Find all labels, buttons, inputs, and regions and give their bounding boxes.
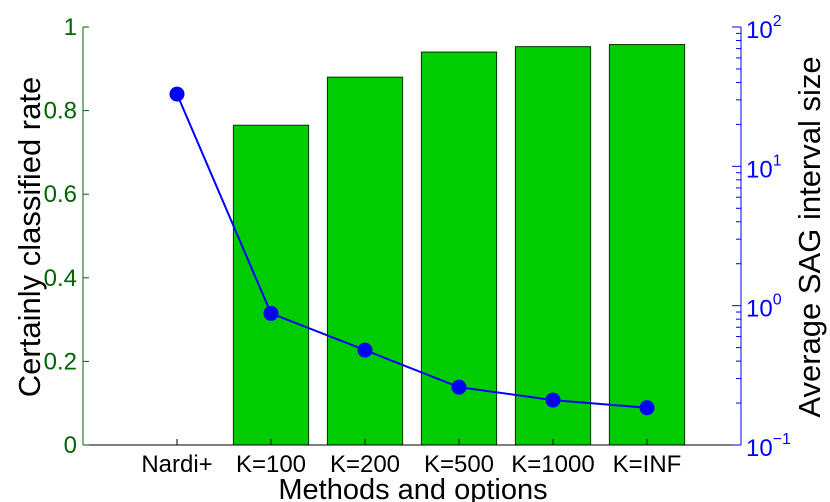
right-y-tick-label: 102 bbox=[746, 13, 782, 44]
right-y-tick-label: 100 bbox=[746, 292, 782, 323]
bar-K=200 bbox=[326, 76, 404, 446]
line-point-K=100 bbox=[263, 305, 279, 321]
series-line bbox=[176, 93, 648, 409]
x-tick-label: K=500 bbox=[424, 451, 494, 478]
right-y-tick-exponent: 1 bbox=[773, 152, 782, 169]
x-axis-label: Methods and options bbox=[278, 474, 547, 502]
bar-K=1000 bbox=[514, 46, 592, 446]
left-y-tick-label: 0.4 bbox=[44, 265, 77, 292]
bar-K=500 bbox=[420, 51, 498, 446]
right-y-tick-base: 10 bbox=[746, 435, 773, 462]
bars-layer bbox=[232, 44, 686, 446]
left-y-tick-label: 1 bbox=[64, 14, 77, 41]
x-tick-label: K=200 bbox=[330, 451, 400, 478]
line-layer bbox=[169, 86, 655, 416]
line-point-K=1000 bbox=[545, 392, 561, 408]
right-y-tick-base: 10 bbox=[746, 156, 773, 183]
left-y-tick-label: 0.2 bbox=[44, 348, 77, 375]
line-point-K=200 bbox=[357, 342, 373, 358]
left-y-tick-label: 0 bbox=[64, 432, 77, 459]
right-y-tick-exponent: 2 bbox=[773, 13, 782, 30]
line-point-Nardi+ bbox=[169, 86, 185, 102]
left-y-tick-label: 0.8 bbox=[44, 98, 77, 125]
x-tick-label: K=INF bbox=[613, 451, 682, 478]
x-tick-label: K=100 bbox=[236, 451, 306, 478]
x-tick-label: K=1000 bbox=[511, 451, 594, 478]
left-axis-label: Certainly classified rate bbox=[12, 77, 47, 397]
right-y-tick-label: 101 bbox=[746, 152, 782, 183]
right-axis-label: Average SAG interval size bbox=[792, 56, 827, 417]
right-y-tick-exponent: 0 bbox=[773, 292, 782, 309]
bar-K=INF bbox=[608, 44, 686, 446]
right-y-tick-exponent: −1 bbox=[773, 431, 791, 448]
bar-K=100 bbox=[232, 124, 310, 446]
line-point-K=INF bbox=[639, 400, 655, 416]
right-y-tick-base: 10 bbox=[746, 296, 773, 323]
right-y-tick-base: 10 bbox=[746, 17, 773, 44]
right-y-tick-label: 10−1 bbox=[746, 431, 791, 462]
axes-layer: Nardi+ K=100 K=200 K=500 K=1000 K=INF 0 0.2 0.4 0… bbox=[44, 13, 791, 478]
labels-layer: Certainly classified rate Average SAG in… bbox=[12, 56, 827, 502]
line-point-K=500 bbox=[451, 379, 467, 395]
x-tick-label: Nardi+ bbox=[141, 451, 212, 478]
left-y-tick-label: 0.6 bbox=[44, 181, 77, 208]
